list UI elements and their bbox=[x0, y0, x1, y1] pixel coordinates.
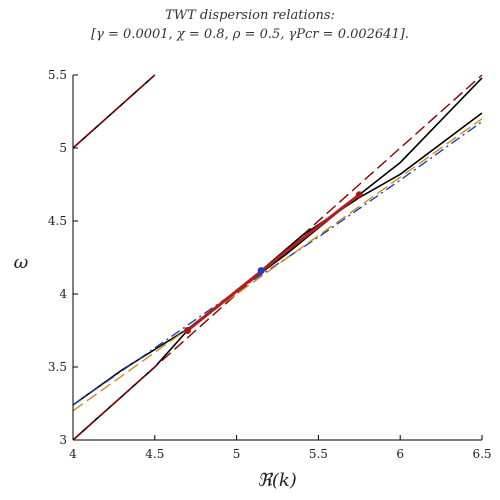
data-point-1 bbox=[184, 327, 192, 334]
y-tick-label: 3 bbox=[59, 433, 67, 447]
chart-subtitle: [γ = 0.0001, χ = 0.8, ρ = 0.5, γPcr = 0.… bbox=[91, 27, 409, 42]
x-tick-label: 6.5 bbox=[472, 447, 491, 461]
y-tick-label: 5 bbox=[59, 141, 67, 155]
y-tick-label: 3.5 bbox=[48, 360, 67, 374]
y-axis-label: ω bbox=[14, 252, 29, 273]
x-axis-ticks: 4 4.5 5 5.5 6 6.5 bbox=[69, 435, 492, 461]
y-tick-label: 4 bbox=[59, 287, 67, 301]
series-line-5 bbox=[72, 118, 483, 412]
x-tick-label: 5 bbox=[233, 447, 241, 461]
y-tick-label: 4.5 bbox=[48, 214, 67, 228]
plot-area bbox=[72, 74, 483, 441]
x-axis-label: ℜ(k) bbox=[257, 470, 297, 491]
x-tick-label: 4.5 bbox=[145, 447, 164, 461]
x-tick-label: 5.5 bbox=[309, 447, 328, 461]
series-line-2 bbox=[72, 74, 483, 441]
data-point-2 bbox=[355, 191, 363, 199]
x-tick-label: 4 bbox=[69, 447, 77, 461]
series-line-7 bbox=[72, 74, 156, 149]
y-tick-label: 5.5 bbox=[48, 68, 67, 82]
x-tick-label: 6 bbox=[396, 447, 404, 461]
chart-title: TWT dispersion relations: bbox=[165, 8, 335, 23]
y-axis-ticks: 3 3.5 4 4.5 5 5.5 bbox=[48, 68, 78, 447]
data-point-3 bbox=[257, 267, 265, 275]
series-line-8 bbox=[186, 193, 361, 332]
series-line-4 bbox=[72, 121, 483, 406]
